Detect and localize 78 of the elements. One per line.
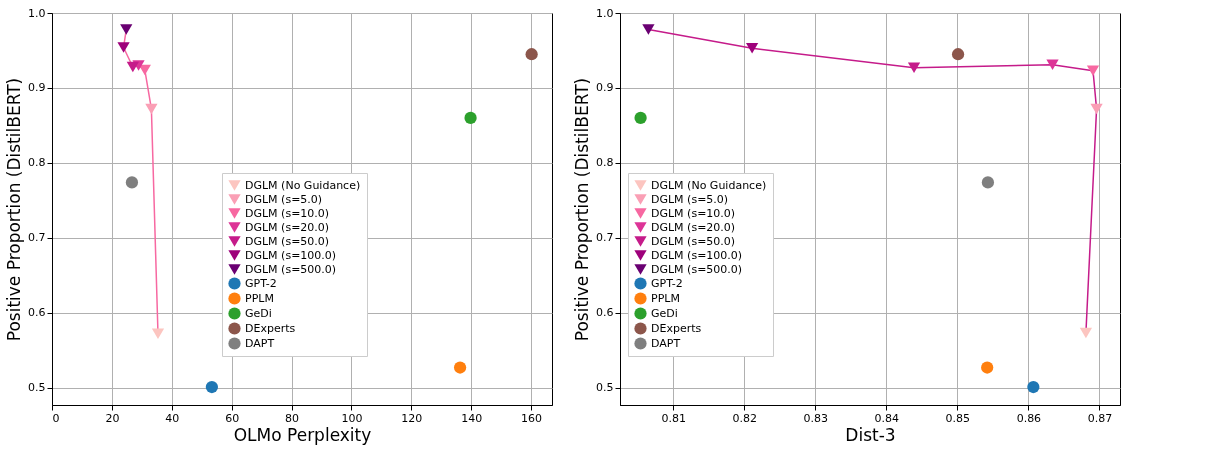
point — [634, 111, 647, 125]
x-tick-label: 120 — [401, 411, 423, 425]
point — [981, 361, 994, 374]
x-tick-label: 0.83 — [803, 411, 829, 425]
y-tick-label: 0.8 — [596, 156, 614, 170]
point — [981, 176, 995, 189]
x-tick-label: 0.86 — [1016, 411, 1042, 425]
x-tick-label: 0.87 — [1087, 411, 1113, 425]
point — [1046, 59, 1059, 71]
point — [525, 48, 538, 61]
y-tick-label: 0.9 — [596, 81, 614, 95]
legend-label: DGLM (s=20.0) — [651, 220, 736, 234]
x-axis-title: OLMo Perplexity — [233, 424, 372, 445]
legend-label: GPT-2 — [245, 276, 277, 290]
x-tick-label: 0.81 — [661, 411, 687, 425]
legend-label: DGLM (s=50.0) — [245, 234, 330, 248]
point — [151, 328, 165, 340]
point — [951, 48, 965, 61]
legend-label: DGLM (s=50.0) — [651, 234, 736, 248]
point — [642, 24, 655, 35]
y-tick-label: 0.6 — [596, 306, 614, 320]
y-tick-label: 0.8 — [28, 156, 46, 170]
point — [145, 103, 158, 115]
point — [205, 380, 218, 394]
y-tick-label: 1.0 — [28, 6, 46, 20]
legend-label: DExperts — [651, 321, 702, 335]
point — [117, 42, 130, 53]
legend-label: PPLM — [245, 291, 274, 305]
legend-label: DGLM (s=100.0) — [245, 248, 337, 262]
legend-label: DAPT — [651, 336, 681, 350]
legend-label: DGLM (s=500.0) — [245, 262, 337, 276]
legend-label: DGLM (s=10.0) — [245, 206, 330, 220]
y-tick-label: 0.5 — [596, 381, 614, 395]
legend-label: DAPT — [245, 336, 275, 350]
x-tick-label: 0.82 — [732, 411, 758, 425]
y-tick-label: 0.7 — [28, 231, 46, 245]
x-tick-label: 160 — [521, 411, 543, 425]
point — [453, 361, 467, 374]
point — [464, 111, 477, 125]
legend-label: GPT-2 — [651, 276, 683, 290]
point — [907, 62, 921, 74]
point — [125, 176, 139, 189]
point — [120, 24, 133, 35]
legend-label: DGLM (s=5.0) — [245, 192, 323, 206]
x-tick-label: 140 — [461, 411, 483, 425]
y-axis-title: Positive Proportion (DistilBERT) — [572, 77, 593, 342]
x-tick-label: 80 — [285, 411, 300, 425]
point — [1027, 380, 1040, 394]
x-tick-label: 0 — [52, 411, 60, 425]
legend-label: DGLM (s=10.0) — [651, 206, 736, 220]
legend-label: DGLM (No Guidance) — [651, 178, 767, 192]
x-tick-label: 0.85 — [945, 411, 971, 425]
x-tick-label: 20 — [105, 411, 120, 425]
point — [1086, 65, 1100, 77]
y-axis-title: Positive Proportion (DistilBERT) — [4, 77, 25, 342]
legend-label: DGLM (s=100.0) — [651, 248, 743, 262]
y-tick-label: 0.9 — [28, 81, 46, 95]
point — [126, 61, 139, 73]
x-axis-title: Dist-3 — [845, 424, 896, 445]
x-tick-label: 40 — [165, 411, 180, 425]
point — [1090, 103, 1103, 115]
x-tick-label: 0.84 — [874, 411, 900, 425]
legend-label: DGLM (s=5.0) — [651, 192, 729, 206]
legend-label: GeDi — [651, 306, 678, 320]
point — [745, 42, 759, 54]
legend-label: DExperts — [245, 321, 296, 335]
legend-label: PPLM — [651, 291, 680, 305]
legend-label: DGLM (s=20.0) — [245, 220, 330, 234]
y-tick-label: 0.5 — [28, 381, 46, 395]
y-tick-label: 0.6 — [28, 306, 46, 320]
point — [1079, 327, 1093, 339]
x-tick-label: 60 — [225, 411, 240, 425]
x-tick-label: 100 — [341, 411, 363, 425]
legend-label: DGLM (No Guidance) — [245, 178, 361, 192]
y-tick-label: 0.7 — [596, 231, 614, 245]
y-tick-label: 1.0 — [596, 6, 614, 20]
legend-label: GeDi — [245, 306, 272, 320]
legend-label: DGLM (s=500.0) — [651, 262, 743, 276]
